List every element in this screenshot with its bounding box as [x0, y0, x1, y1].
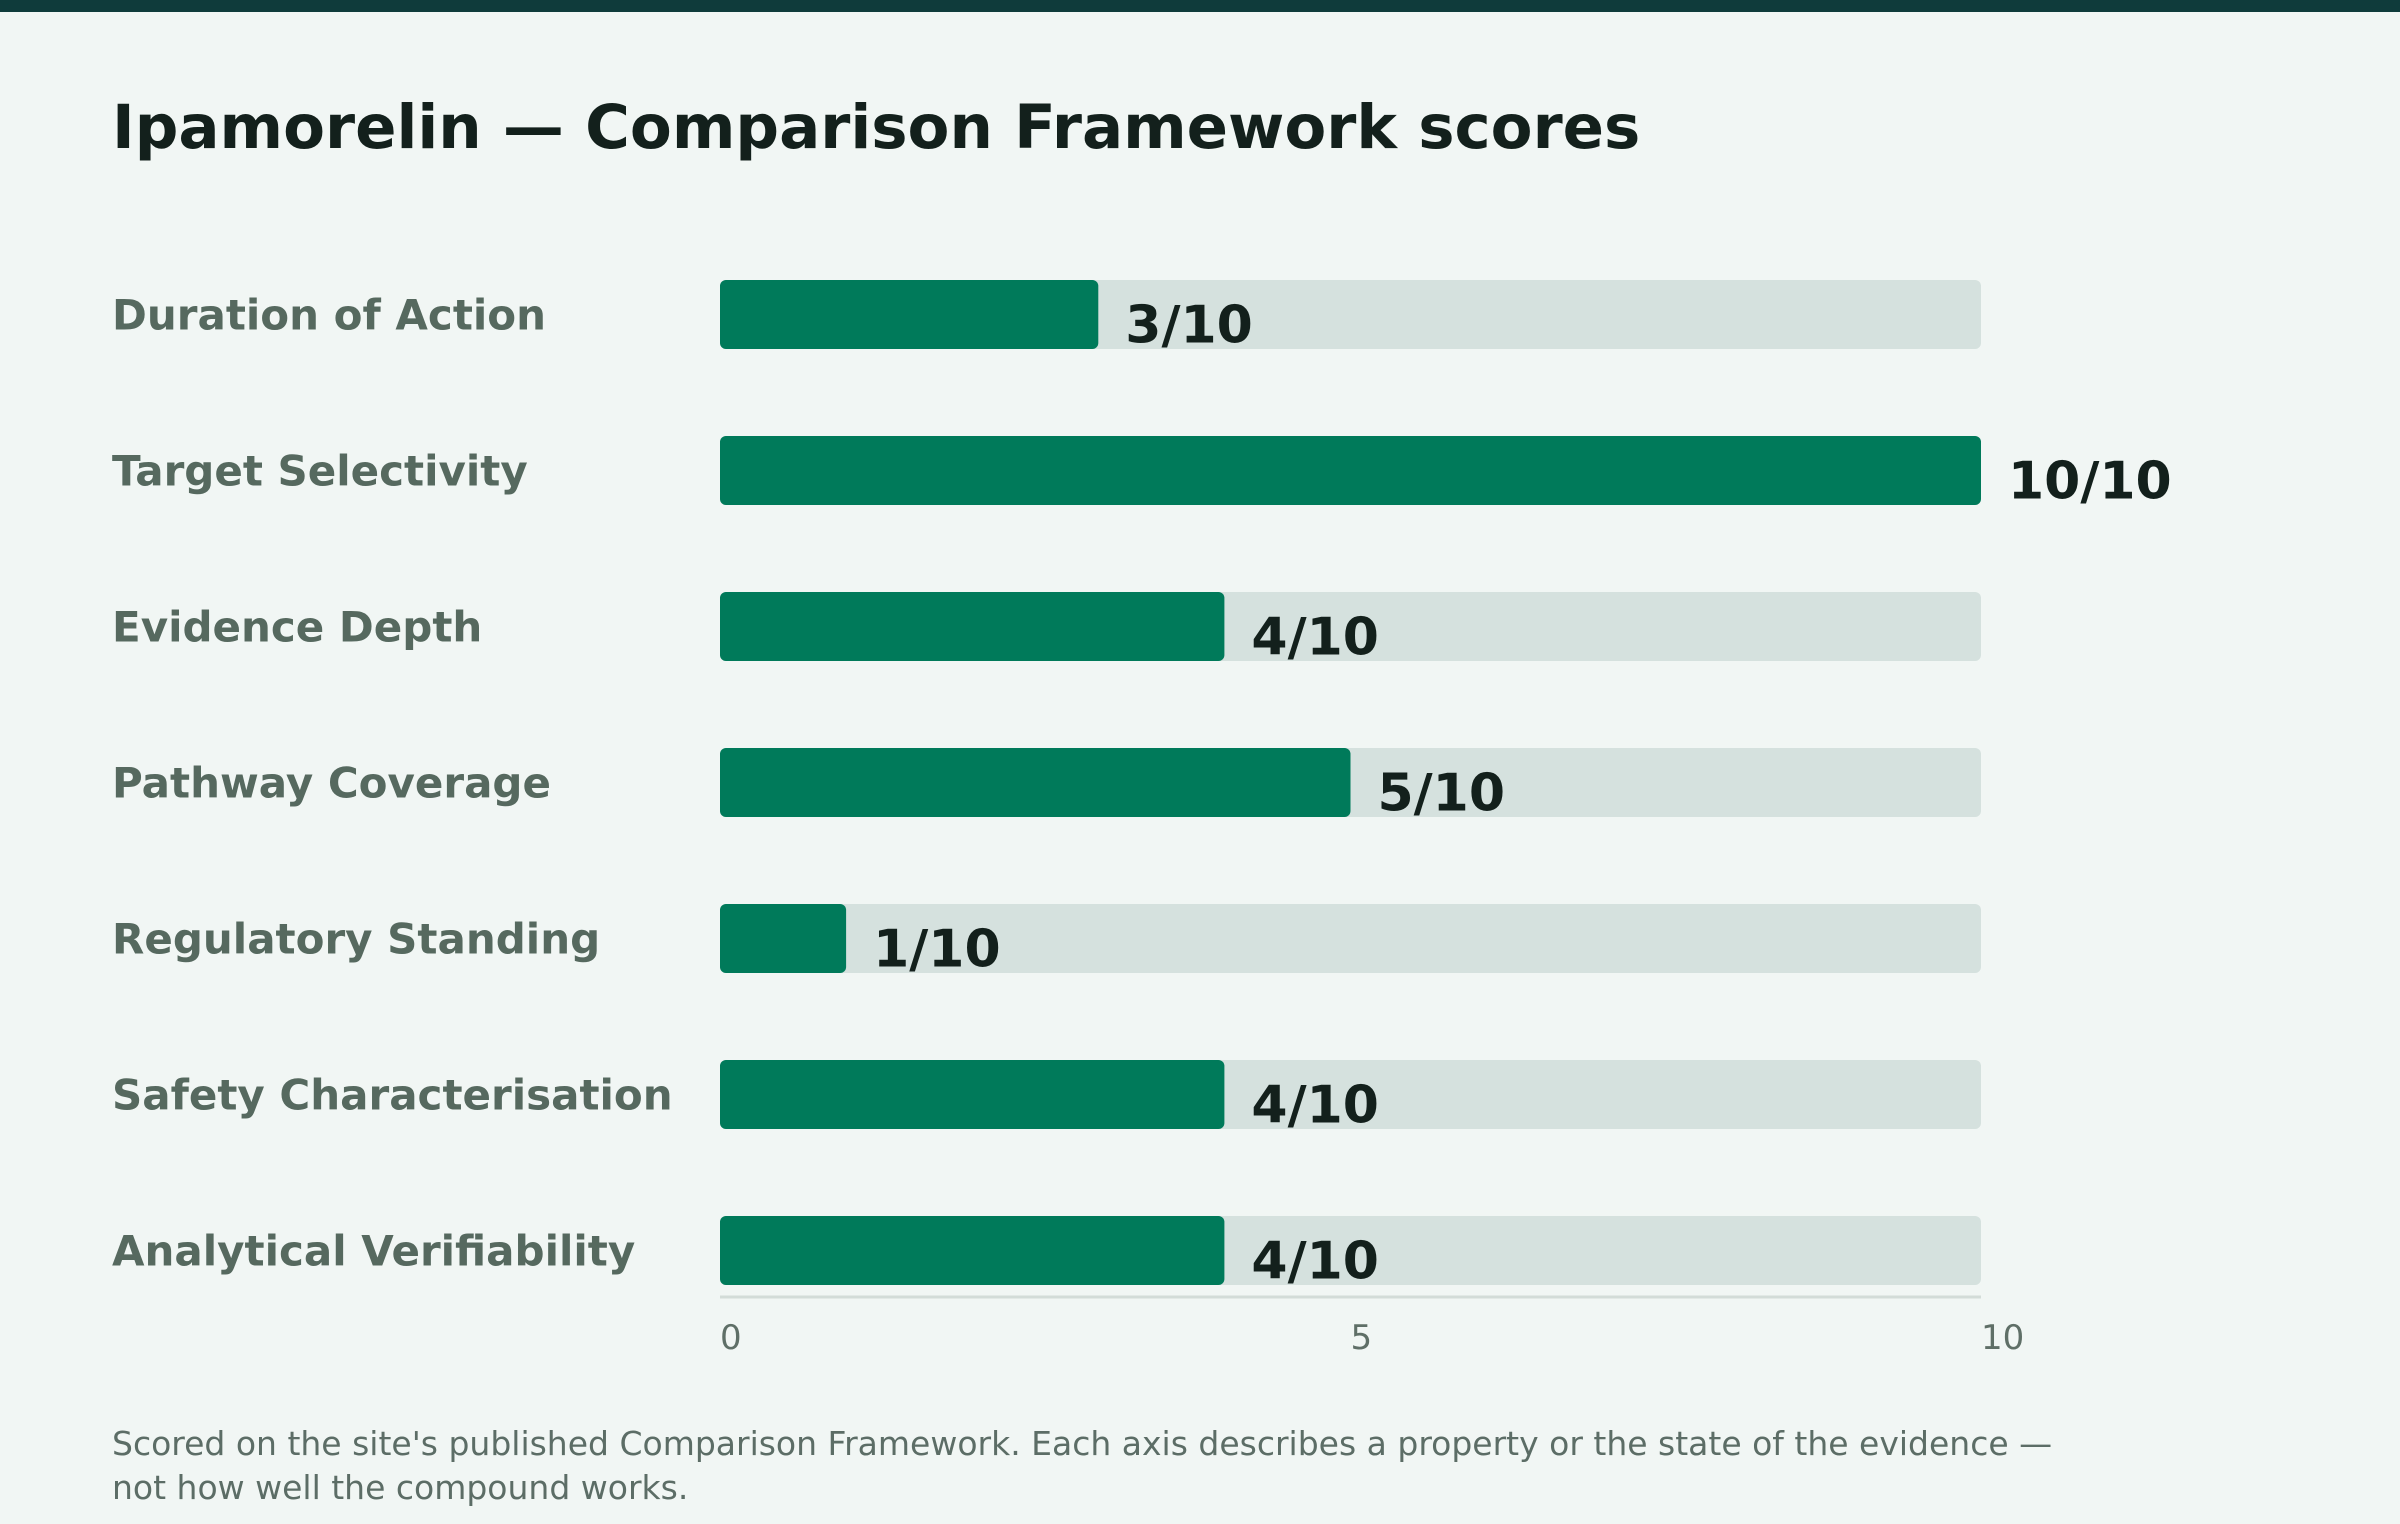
value-label: 10/10 — [2008, 452, 2172, 512]
value-label: 4/10 — [1251, 608, 1379, 668]
bar-track — [720, 904, 1981, 973]
bar — [720, 904, 847, 973]
bar-row: Pathway Coverage 5/10 — [112, 748, 1981, 824]
bar-row: Analytical Verifiability 4/10 — [112, 1216, 1981, 1292]
chart-footnote: Scored on the site's published Compariso… — [112, 1424, 2053, 1507]
bar — [720, 1060, 1225, 1129]
chart-title: Ipamorelin — Comparison Framework scores — [112, 92, 1641, 163]
category-label: Analytical Verifiability — [112, 1227, 635, 1276]
bar-row: Evidence Depth 4/10 — [112, 592, 1981, 668]
category-label: Safety Characterisation — [112, 1071, 673, 1120]
category-label: Evidence Depth — [112, 603, 482, 652]
value-label: 1/10 — [873, 920, 1001, 980]
bar-row: Safety Characterisation 4/10 — [112, 1060, 1981, 1136]
category-label: Pathway Coverage — [112, 759, 551, 808]
bar — [720, 748, 1351, 817]
bar — [720, 436, 1981, 505]
bar — [720, 592, 1225, 661]
category-label: Target Selectivity — [112, 447, 528, 496]
x-tick-label: 5 — [1351, 1318, 1373, 1358]
category-label: Regulatory Standing — [112, 915, 600, 964]
bar-row: Target Selectivity 10/10 — [112, 436, 2172, 512]
bar — [720, 1216, 1225, 1285]
bar — [720, 280, 1099, 349]
category-label: Duration of Action — [112, 291, 546, 340]
value-label: 4/10 — [1251, 1076, 1379, 1136]
bar-row: Regulatory Standing 1/10 — [112, 904, 1981, 980]
top-accent-bar — [0, 0, 2400, 12]
x-tick-label: 0 — [720, 1318, 742, 1358]
x-tick-label: 10 — [1981, 1318, 2024, 1358]
value-label: 4/10 — [1251, 1232, 1379, 1292]
value-label: 5/10 — [1378, 764, 1506, 824]
value-label: 3/10 — [1125, 296, 1253, 356]
bar-row: Duration of Action 3/10 — [112, 280, 1981, 356]
